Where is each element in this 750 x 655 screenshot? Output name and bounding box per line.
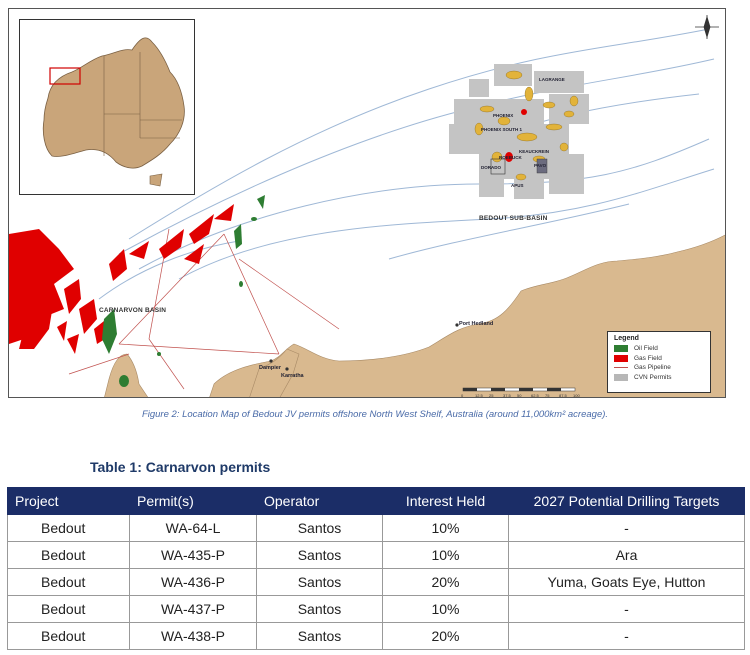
cell-operator: Santos	[256, 514, 383, 542]
legend-label: Gas Field	[634, 354, 662, 362]
tasmania	[149, 173, 163, 187]
header-drilling-targets: 2027 Potential Drilling Targets	[508, 487, 745, 515]
carnarvon-basin-label: CARNARVON BASIN	[99, 307, 167, 314]
australia-inset-map	[19, 19, 195, 195]
land-peninsula	[104, 353, 149, 397]
table-row: Bedout WA-438-P Santos 20% -	[7, 622, 745, 650]
cell-interest: 10%	[382, 514, 509, 542]
scale-bar: 0 12.5 25 37.5 50 62.5 75 87.5 100	[461, 387, 581, 398]
field-label-keauckrein: KEAUCKREIN	[519, 149, 550, 154]
table-row: Bedout WA-435-P Santos 10% Ara	[7, 541, 745, 569]
cell-operator: Santos	[256, 568, 383, 596]
table-row: Bedout WA-436-P Santos 20% Yuma, Goats E…	[7, 568, 745, 596]
location-highlight-box	[49, 67, 81, 85]
town-label-karratha: Karratha	[281, 373, 304, 379]
cell-permit: WA-435-P	[129, 541, 257, 569]
gas-pipeline-swatch	[614, 367, 628, 369]
scale-tick-label: 50	[517, 393, 522, 398]
legend-item-gas-field: Gas Field	[614, 354, 704, 364]
dorado-block	[490, 158, 506, 175]
gas-pipelines	[68, 228, 340, 390]
town-label-port-hedland: Port Hedland	[459, 321, 494, 327]
legend-item-cvn-permits: CVN Permits	[614, 373, 704, 383]
cell-targets: Ara	[508, 541, 745, 569]
scale-tick-label: 12.5	[475, 393, 483, 398]
cell-permit: WA-438-P	[129, 622, 257, 650]
scale-tick-label: 0	[461, 393, 464, 398]
cell-targets: -	[508, 595, 745, 623]
scale-tick-label: 62.5	[531, 393, 539, 398]
cell-operator: Santos	[256, 595, 383, 623]
field-label-apus: APUS	[511, 183, 524, 188]
table-row: Bedout WA-437-P Santos 10% -	[7, 595, 745, 623]
bathymetry-contours	[98, 28, 715, 300]
legend-item-gas-pipeline: Gas Pipeline	[614, 363, 704, 373]
field-label-lagrange: LAGRANGE	[539, 77, 565, 82]
bedout-basin-label: BEDOUT SUB-BASIN	[479, 215, 548, 222]
carnarvon-oil-fields	[102, 195, 265, 387]
cell-interest: 20%	[382, 622, 509, 650]
cell-targets: -	[508, 514, 745, 542]
table-title: Table 1: Carnarvon permits	[90, 459, 271, 475]
field-label-dorado: DORADO	[481, 165, 501, 170]
cell-operator: Santos	[256, 622, 383, 650]
scale-tick-label: 37.5	[503, 393, 511, 398]
figure-caption: Figure 2: Location Map of Bedout JV perm…	[141, 409, 609, 420]
town-label-dampier: Dampier	[259, 365, 282, 371]
field-label-phoenix-south: PHOENIX SOUTH 1	[481, 127, 523, 132]
field-label-pavo: PAVO	[534, 163, 547, 168]
cell-targets: -	[508, 622, 745, 650]
cell-interest: 20%	[382, 568, 509, 596]
scale-tick-labels: 0 12.5 25 37.5 50 62.5 75 87.5 100	[461, 393, 581, 398]
north-arrow-icon	[695, 15, 719, 39]
field-label-roebuck: ROEBUCK	[499, 155, 522, 160]
map-canvas	[9, 15, 725, 397]
land-exmouth	[249, 348, 300, 397]
australia-outline	[42, 37, 185, 169]
table-row: Bedout WA-64-L Santos 10% -	[7, 514, 745, 542]
gas-field-swatch	[614, 354, 628, 362]
cell-interest: 10%	[382, 541, 509, 569]
scale-tick-label: 75	[545, 393, 550, 398]
cell-permit: WA-436-P	[129, 568, 257, 596]
oil-field-swatch	[614, 345, 628, 353]
legend-label: CVN Permits	[634, 373, 672, 381]
legend-title: Legend	[614, 335, 639, 342]
cell-interest: 10%	[382, 595, 509, 623]
cell-operator: Santos	[256, 541, 383, 569]
legend-label: Oil Field	[634, 345, 658, 353]
cell-project: Bedout	[7, 514, 130, 542]
header-permits: Permit(s)	[129, 487, 257, 515]
pavo-block	[536, 158, 548, 174]
carnarvon-permits-table: Project Permit(s) Operator Interest Held…	[7, 487, 745, 650]
legend-label: Gas Pipeline	[634, 364, 671, 372]
cell-project: Bedout	[7, 622, 130, 650]
carnarvon-gas-fields	[9, 204, 234, 354]
cell-project: Bedout	[7, 541, 130, 569]
cell-targets: Yuma, Goats Eye, Hutton	[508, 568, 745, 596]
legend-item-oil-field: Oil Field	[614, 344, 704, 354]
header-operator: Operator	[256, 487, 383, 515]
scale-tick-label: 100	[573, 393, 580, 398]
cell-project: Bedout	[7, 568, 130, 596]
cell-permit: WA-437-P	[129, 595, 257, 623]
cvn-permits-swatch	[614, 373, 628, 381]
map-legend: Legend Oil Field Gas Field Gas Pipeline …	[607, 331, 711, 393]
scale-tick-label: 87.5	[559, 393, 567, 398]
table-body: Bedout WA-64-L Santos 10% - Bedout WA-43…	[7, 514, 745, 650]
table-header-row: Project Permit(s) Operator Interest Held…	[7, 487, 745, 515]
location-map: BEDOUT SUB-BASIN CARNARVON BASIN LAGRANG…	[8, 8, 726, 398]
scale-bar-graphic	[462, 387, 576, 392]
scale-tick-label: 25	[489, 393, 494, 398]
header-interest-held: Interest Held	[382, 487, 509, 515]
header-project: Project	[7, 487, 130, 515]
bedout-gas-fields	[505, 109, 527, 162]
field-label-phoenix: PHOENIX	[493, 113, 514, 118]
cell-permit: WA-64-L	[129, 514, 257, 542]
cell-project: Bedout	[7, 595, 130, 623]
state-borders	[103, 52, 182, 156]
town-markers	[269, 323, 459, 371]
australia-inset-canvas	[42, 37, 185, 187]
